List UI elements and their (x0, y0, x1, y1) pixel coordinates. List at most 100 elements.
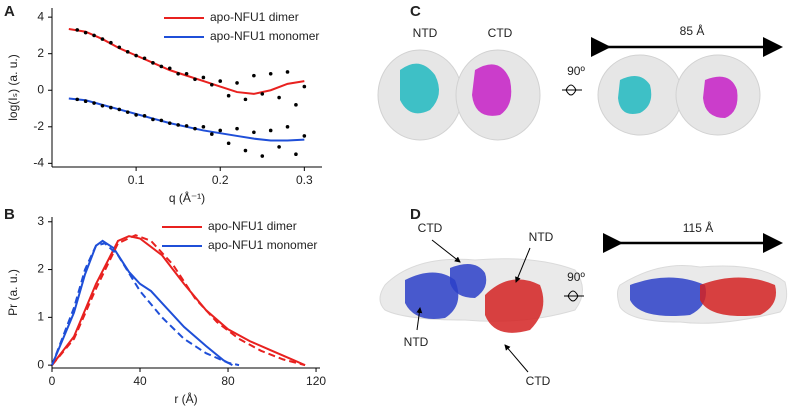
x-tick-label: 0.1 (128, 173, 145, 187)
domain-label: CTD (488, 26, 513, 40)
line (51, 234, 306, 367)
data-point (260, 154, 265, 158)
data-point (159, 64, 164, 69)
data-point (92, 101, 96, 105)
data-point (159, 118, 164, 123)
data-point (285, 70, 290, 74)
y-tick-label: 4 (37, 9, 44, 23)
data-point (134, 53, 138, 58)
data-point (176, 71, 180, 76)
data-point (100, 37, 105, 41)
data-point (92, 33, 96, 38)
data-point (83, 30, 88, 35)
dimension-label: 85 Å (680, 23, 705, 38)
data-point (243, 97, 248, 102)
domain-label: NTD (404, 335, 429, 349)
line (68, 97, 305, 142)
y-tick-label: 2 (37, 262, 44, 276)
data-point (184, 124, 189, 128)
data-point (193, 126, 197, 131)
y-tick-label: 0 (37, 357, 44, 371)
y-tick-label: 0 (37, 82, 44, 96)
data-point (75, 28, 80, 32)
data-point (268, 128, 273, 133)
data-point (268, 71, 273, 76)
x-axis-label: r (Å) (174, 391, 197, 406)
x-tick-label: 0.2 (212, 173, 229, 187)
legend-label: apo-NFU1 monomer (208, 238, 317, 252)
line (51, 239, 233, 367)
x-tick-label: 80 (221, 374, 235, 388)
panel-label: A (4, 3, 15, 20)
data-point (294, 103, 298, 107)
domain-label: NTD (529, 230, 554, 244)
data-point (176, 123, 180, 127)
y-axis-label: log(Iₛ) (a. u.) (6, 54, 20, 121)
data-point (302, 134, 307, 138)
y-tick-label: 1 (37, 310, 44, 324)
legend-label: apo-NFU1 dimer (210, 10, 299, 24)
domain-label: CTD (418, 221, 443, 235)
data-point (277, 95, 281, 100)
data-point (243, 148, 248, 153)
data-point (117, 45, 122, 50)
y-tick-label: 2 (37, 46, 44, 60)
data-point (167, 121, 172, 125)
y-tick-label: 3 (37, 214, 44, 228)
y-axis-label: Pr (a. u.) (6, 269, 20, 316)
data-point (218, 128, 223, 133)
data-point (226, 141, 231, 146)
domain-label: NTD (413, 26, 438, 40)
data-point (252, 130, 256, 135)
data-point (134, 113, 138, 117)
panel-label: B (4, 206, 15, 223)
data-point (193, 77, 197, 82)
x-tick-label: 120 (306, 374, 326, 388)
x-tick-label: 0.3 (296, 173, 313, 187)
data-point (277, 145, 281, 149)
legend-label: apo-NFU1 monomer (210, 29, 319, 43)
data-point (302, 84, 307, 89)
data-point (100, 103, 105, 108)
data-point (117, 107, 122, 112)
panel-label: C (410, 3, 421, 20)
data-point (83, 99, 88, 104)
data-point (260, 92, 265, 96)
structure-c (377, 37, 783, 141)
data-point (235, 126, 239, 131)
x-tick-label: 40 (133, 374, 147, 388)
data-point (142, 114, 147, 118)
x-tick-label: 0 (49, 374, 56, 388)
data-point (109, 105, 113, 110)
data-point (285, 124, 290, 129)
data-point (294, 152, 298, 157)
line (68, 28, 305, 95)
structure-d (379, 233, 788, 373)
legend-label: apo-NFU1 dimer (208, 219, 297, 233)
domain-label: CTD (526, 374, 551, 388)
data-point (235, 81, 239, 85)
data-point (151, 61, 155, 65)
rotation-label: 90º (567, 270, 585, 284)
data-point (210, 82, 214, 87)
data-point (151, 117, 155, 122)
data-point (226, 93, 231, 98)
y-tick-label: -2 (33, 119, 44, 133)
data-point (125, 110, 130, 114)
data-point (252, 73, 256, 78)
rotation-label: 90º (567, 64, 585, 78)
data-point (201, 124, 206, 129)
dimension-label: 115 Å (683, 220, 713, 235)
y-tick-label: -4 (33, 156, 44, 170)
data-point (184, 71, 189, 76)
data-point (125, 50, 130, 54)
data-point (109, 40, 113, 45)
x-axis-label: q (Å⁻¹) (169, 190, 205, 205)
data-point (218, 79, 223, 83)
data-point (142, 56, 147, 61)
line (51, 235, 306, 367)
line (51, 242, 240, 367)
data-point (167, 66, 172, 71)
panel-label: D (410, 206, 421, 223)
